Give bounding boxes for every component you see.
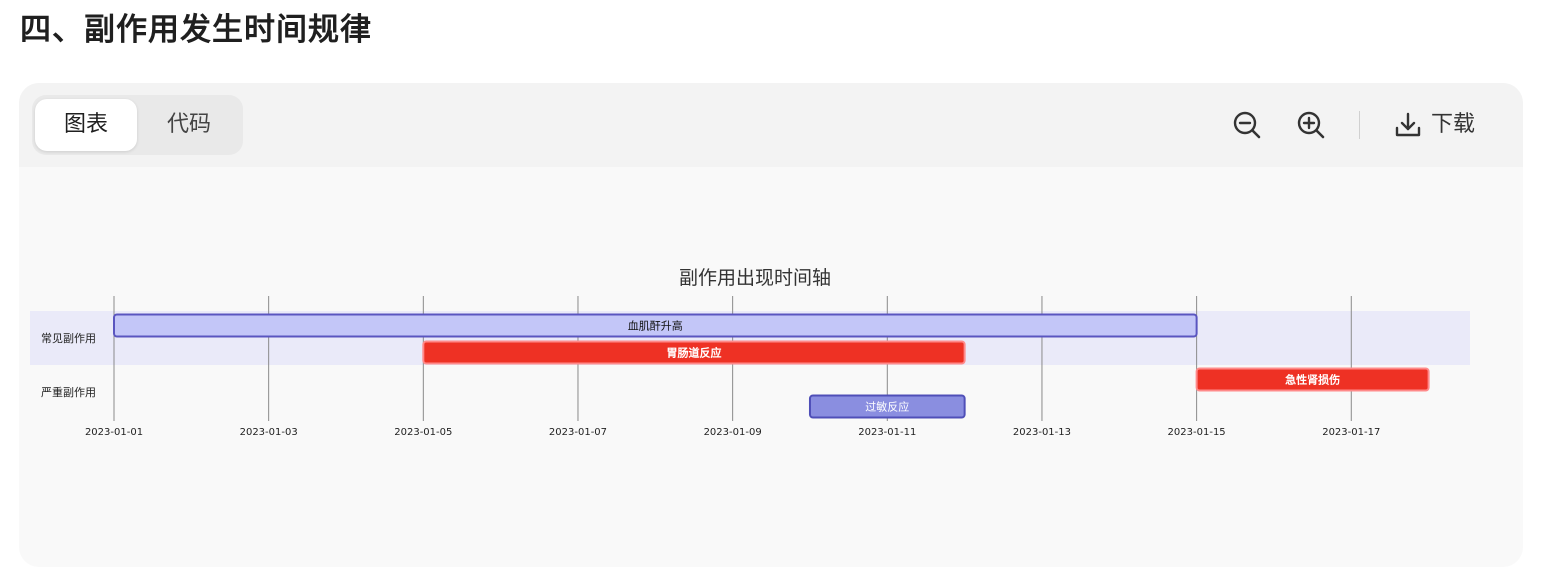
chart-card: 图表 代码 下载	[19, 83, 1523, 567]
section-title: 四、副作用发生时间规律	[20, 12, 372, 48]
zoom-in-icon[interactable]	[1293, 107, 1329, 143]
task-label: 过敏反应	[865, 400, 909, 414]
task-label: 胃肠道反应	[666, 346, 721, 360]
tab-chart[interactable]: 图表	[35, 99, 137, 151]
task-label: 急性肾损伤	[1285, 373, 1340, 387]
tick-label: 2023-01-03	[240, 427, 298, 438]
task-label: 血肌酐升高	[628, 319, 683, 333]
tick-label: 2023-01-11	[858, 427, 916, 438]
download-button[interactable]: 下载	[1393, 105, 1475, 145]
gantt-chart: 血肌酐升高胃肠道反应急性肾损伤过敏反应 常见副作用严重副作用 2023-01-01…	[19, 167, 1523, 567]
tick-label: 2023-01-15	[1168, 427, 1226, 438]
toolbar-divider	[1359, 111, 1360, 139]
task-bar	[808, 394, 966, 419]
task-bar	[113, 313, 1198, 338]
download-label: 下载	[1431, 112, 1476, 137]
zoom-out-icon[interactable]	[1229, 107, 1265, 143]
tick-label: 2023-01-09	[704, 427, 762, 438]
tick-label: 2023-01-01	[85, 427, 143, 438]
chart-toolbar: 图表 代码 下载	[19, 83, 1523, 167]
chart-title: 副作用出现时间轴	[679, 267, 831, 289]
tick-label: 2023-01-07	[549, 427, 607, 438]
tab-code[interactable]: 代码	[166, 112, 211, 137]
section-label: 严重副作用	[41, 385, 96, 399]
task-bar	[422, 340, 966, 365]
task-bar	[1195, 367, 1430, 392]
tick-label: 2023-01-17	[1322, 427, 1380, 438]
tick-label: 2023-01-13	[1013, 427, 1071, 438]
tick-label: 2023-01-05	[394, 427, 452, 438]
view-toggle: 图表 代码	[32, 95, 243, 155]
download-icon	[1393, 112, 1431, 137]
section-label: 常见副作用	[41, 332, 96, 345]
